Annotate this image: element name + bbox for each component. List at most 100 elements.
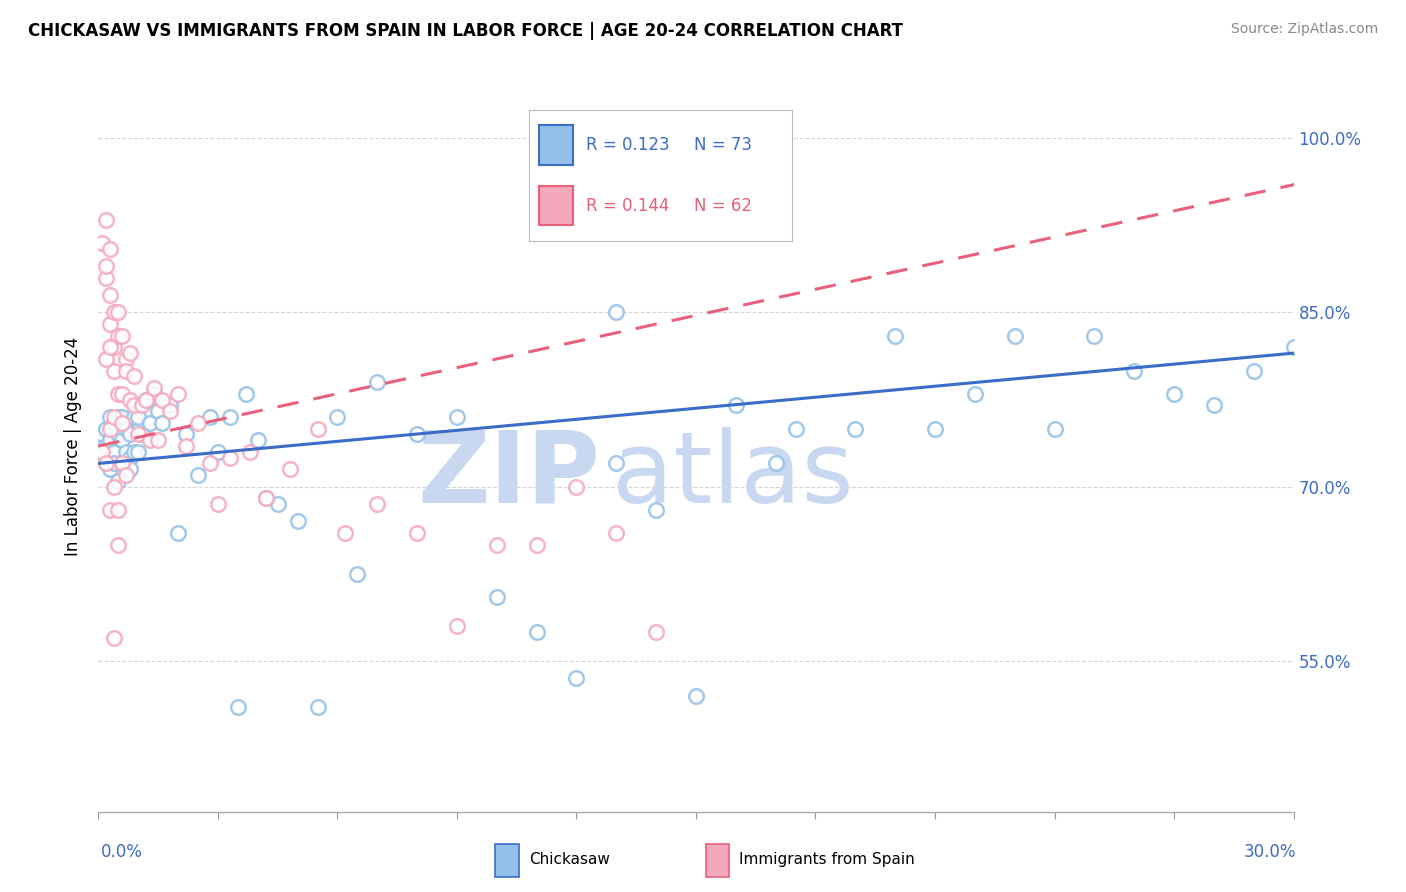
Point [963,386,986,401]
Point [98,317,122,331]
Point [91,235,114,250]
Point [115,468,138,483]
Point [765,457,787,471]
Point [150,392,173,407]
Point [139,416,162,430]
Point [685,689,707,703]
Point [198,457,221,471]
Point [645,624,668,639]
Point [167,526,190,541]
Point [103,340,125,354]
Point [120,427,142,442]
Point [103,457,125,471]
Point [267,497,290,511]
Point [1202,398,1225,412]
Point [254,491,277,506]
Point [111,328,134,343]
Point [1083,328,1105,343]
Point [103,416,125,430]
Point [91,445,114,459]
Point [287,515,309,529]
Point [127,409,149,424]
Point [103,480,125,494]
Point [103,363,125,377]
Point [107,538,129,552]
Point [605,457,627,471]
Point [335,526,357,541]
Point [406,526,429,541]
Point [924,421,946,435]
Point [96,439,118,453]
Point [115,445,138,459]
Point [120,450,142,465]
Point [219,409,242,424]
Text: CHICKASAW VS IMMIGRANTS FROM SPAIN IN LABOR FORCE | AGE 20-24 CORRELATION CHART: CHICKASAW VS IMMIGRANTS FROM SPAIN IN LA… [28,22,903,40]
Text: ZIP: ZIP [418,426,600,524]
Point [785,421,807,435]
Point [135,392,157,407]
Point [103,305,125,319]
Point [124,445,146,459]
Point [346,566,368,581]
Point [124,398,146,412]
Point [278,462,301,476]
Point [724,398,747,412]
Point [107,328,129,343]
Point [98,340,122,354]
Point [115,351,138,366]
Point [98,433,122,447]
Point [96,270,118,285]
Point [645,503,668,517]
Point [107,409,129,424]
Point [91,445,114,459]
Point [96,457,118,471]
Point [107,386,129,401]
Point [148,433,170,447]
Point [174,427,197,442]
Point [844,421,866,435]
Point [1043,421,1066,435]
Point [96,212,118,227]
Point [98,503,122,517]
Point [1163,386,1185,401]
Point [98,288,122,302]
Point [120,392,142,407]
Point [307,421,329,435]
Point [485,590,508,604]
Point [239,445,262,459]
Point [1123,363,1146,377]
Point [219,450,242,465]
Point [526,538,548,552]
Point [884,328,907,343]
Point [366,497,388,511]
Point [111,457,134,471]
Point [207,445,229,459]
Point [131,398,153,412]
Point [605,305,627,319]
Point [406,427,429,442]
Point [96,421,118,435]
Point [148,404,170,418]
Point [98,462,122,476]
Point [115,363,138,377]
Point [246,433,269,447]
Point [107,305,129,319]
Point [115,421,138,435]
Point [103,631,125,645]
Point [107,474,129,488]
Y-axis label: In Labor Force | Age 20-24: In Labor Force | Age 20-24 [63,336,82,556]
Point [198,409,221,424]
Point [235,386,257,401]
Text: atlas: atlas [612,426,853,524]
Point [446,409,468,424]
Point [565,671,588,685]
Point [91,427,114,442]
Text: 30.0%: 30.0% [1244,843,1296,861]
Point [139,433,162,447]
Point [111,386,134,401]
Point [326,409,349,424]
Point [135,392,157,407]
Point [1243,363,1265,377]
Point [96,457,118,471]
Point [124,369,146,384]
